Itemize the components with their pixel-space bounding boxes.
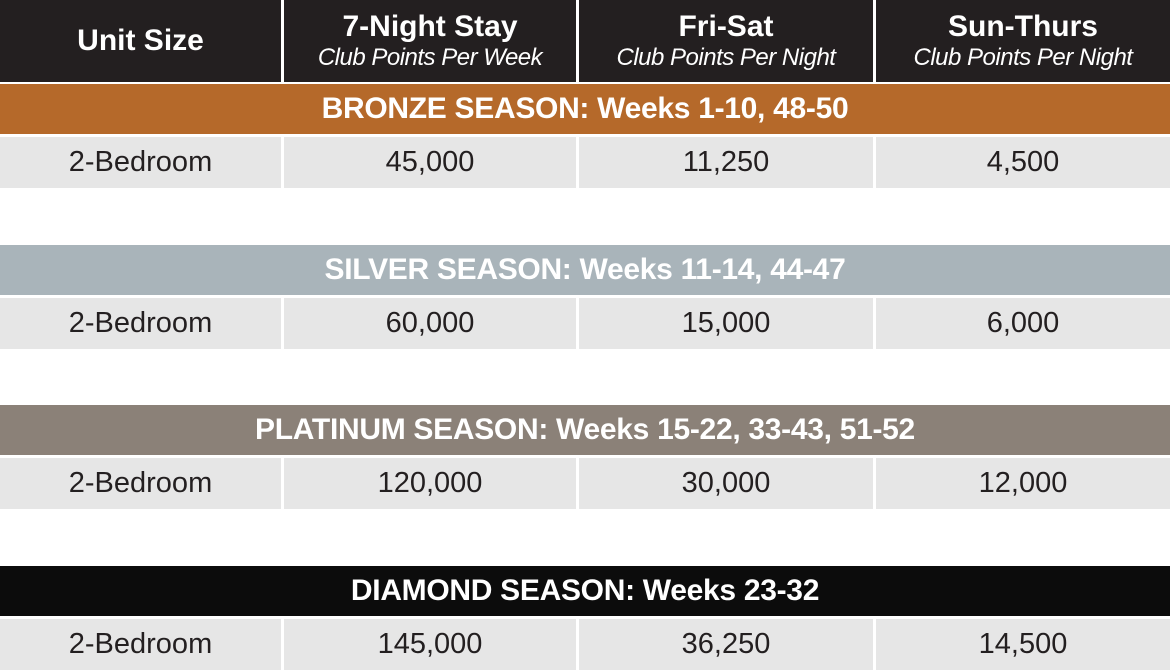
season-band-bronze: BRONZE SEASON: Weeks 1-10, 48-50 [0,84,1170,134]
table-cell: 145,000 [284,619,576,670]
header-subtitle: Club Points Per Night [616,44,836,71]
table-cell: 45,000 [284,137,576,188]
season-band-silver: SILVER SEASON: Weeks 11-14, 44-47 [0,245,1170,295]
header-sun-thurs: Sun-Thurs Club Points Per Night [876,0,1170,82]
table-row: 2-Bedroom 120,000 30,000 12,000 [0,458,1170,509]
table-cell: 120,000 [284,458,576,509]
header-title: 7-Night Stay [342,10,518,43]
table-cell: 11,250 [579,137,873,188]
header-title: Sun-Thurs [948,10,1098,43]
header-title: Unit Size [77,24,204,57]
table-cell: 2-Bedroom [0,619,281,670]
table-cell: 30,000 [579,458,873,509]
table-header: Unit Size 7-Night Stay Club Points Per We… [0,0,1170,82]
table-row: 2-Bedroom 45,000 11,250 4,500 [0,137,1170,188]
header-subtitle: Club Points Per Night [913,44,1133,71]
season-band-platinum: PLATINUM SEASON: Weeks 15-22, 33-43, 51-… [0,405,1170,455]
table-cell: 36,250 [579,619,873,670]
header-subtitle: Club Points Per Week [317,44,543,71]
season-band-diamond: DIAMOND SEASON: Weeks 23-32 [0,566,1170,616]
table-cell: 15,000 [579,298,873,349]
table-row: 2-Bedroom 145,000 36,250 14,500 [0,619,1170,670]
header-unit-size: Unit Size [0,0,281,82]
table-cell: 60,000 [284,298,576,349]
table-cell: 2-Bedroom [0,137,281,188]
header-fri-sat: Fri-Sat Club Points Per Night [579,0,873,82]
table-cell: 14,500 [876,619,1170,670]
header-title: Fri-Sat [678,10,774,43]
table-row: 2-Bedroom 60,000 15,000 6,000 [0,298,1170,349]
table-cell: 12,000 [876,458,1170,509]
table-cell: 2-Bedroom [0,458,281,509]
table-cell: 2-Bedroom [0,298,281,349]
table-cell: 4,500 [876,137,1170,188]
table-cell: 6,000 [876,298,1170,349]
header-7-night: 7-Night Stay Club Points Per Week [284,0,576,82]
